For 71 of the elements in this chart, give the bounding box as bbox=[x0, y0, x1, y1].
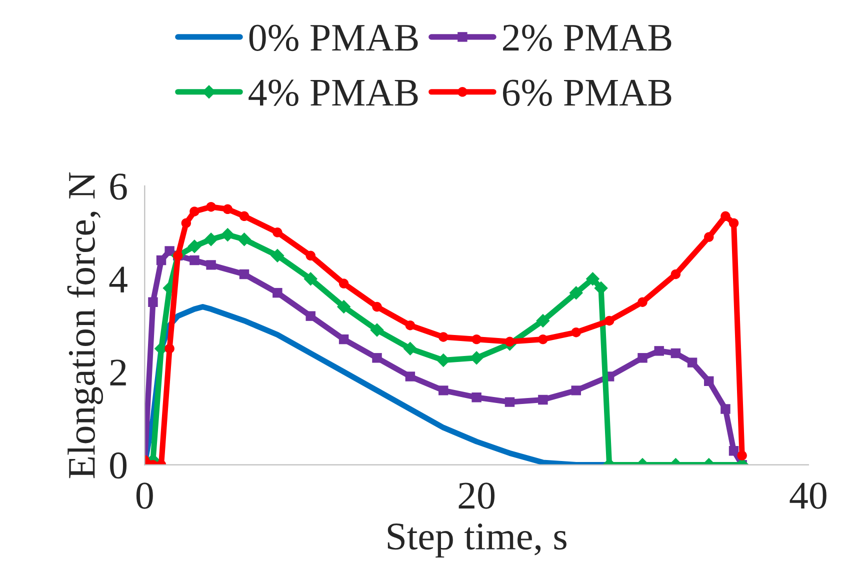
point bbox=[737, 450, 747, 460]
point bbox=[403, 342, 418, 356]
point bbox=[405, 372, 416, 382]
point bbox=[586, 272, 600, 286]
point bbox=[306, 311, 316, 321]
point bbox=[306, 250, 316, 260]
point bbox=[190, 206, 200, 216]
point bbox=[164, 246, 174, 256]
point bbox=[638, 353, 648, 363]
y-tick-label: 4 bbox=[109, 266, 128, 292]
point bbox=[472, 392, 482, 402]
point bbox=[270, 248, 284, 263]
point bbox=[190, 255, 200, 266]
point bbox=[504, 397, 515, 407]
point bbox=[728, 446, 739, 456]
y-axis-title: Elongation force, N bbox=[67, 172, 104, 478]
point bbox=[336, 300, 351, 314]
y-tick-label: 2 bbox=[110, 360, 126, 386]
point bbox=[536, 314, 550, 328]
point bbox=[504, 336, 515, 346]
point bbox=[472, 334, 482, 344]
point bbox=[720, 211, 730, 221]
point bbox=[720, 404, 730, 414]
legend-label: 0% PMAB bbox=[249, 24, 418, 52]
point bbox=[372, 353, 382, 363]
x-axis-title: Step time, s bbox=[388, 524, 566, 558]
point bbox=[206, 202, 216, 212]
point bbox=[338, 278, 349, 288]
y-tick-label: 6 bbox=[110, 174, 127, 200]
point bbox=[604, 316, 614, 326]
point bbox=[148, 297, 158, 307]
point bbox=[704, 232, 714, 242]
point bbox=[272, 228, 282, 238]
point bbox=[164, 344, 174, 354]
x-tick-label: 0 bbox=[136, 482, 153, 509]
point bbox=[654, 346, 664, 356]
point bbox=[538, 334, 548, 344]
legend-label: 6% PMAB bbox=[503, 80, 672, 106]
point bbox=[569, 286, 583, 300]
legend-label: 2% PMAB bbox=[503, 24, 672, 52]
point bbox=[687, 358, 698, 368]
point bbox=[338, 334, 349, 344]
point bbox=[372, 302, 382, 312]
point bbox=[438, 386, 448, 396]
point bbox=[670, 269, 681, 280]
x-tick-label: 20 bbox=[458, 482, 495, 509]
point bbox=[438, 332, 448, 342]
point bbox=[571, 386, 581, 396]
y-tick-label: 0 bbox=[110, 452, 127, 479]
point bbox=[272, 288, 282, 298]
point bbox=[370, 323, 384, 337]
point bbox=[239, 269, 250, 280]
point bbox=[156, 255, 166, 266]
point bbox=[222, 204, 233, 214]
point bbox=[206, 260, 216, 270]
x-tick-label: 40 bbox=[790, 482, 826, 509]
point bbox=[220, 228, 235, 242]
point bbox=[181, 218, 192, 228]
point bbox=[571, 327, 581, 338]
legend-label: 4% PMAB bbox=[248, 80, 418, 106]
point bbox=[304, 272, 318, 286]
point bbox=[204, 232, 218, 246]
point bbox=[538, 394, 548, 405]
point bbox=[670, 348, 681, 358]
point bbox=[237, 232, 252, 246]
point bbox=[405, 320, 416, 330]
point bbox=[704, 376, 714, 386]
point bbox=[239, 211, 250, 221]
point bbox=[638, 297, 648, 307]
point bbox=[188, 239, 202, 254]
point bbox=[728, 218, 739, 228]
